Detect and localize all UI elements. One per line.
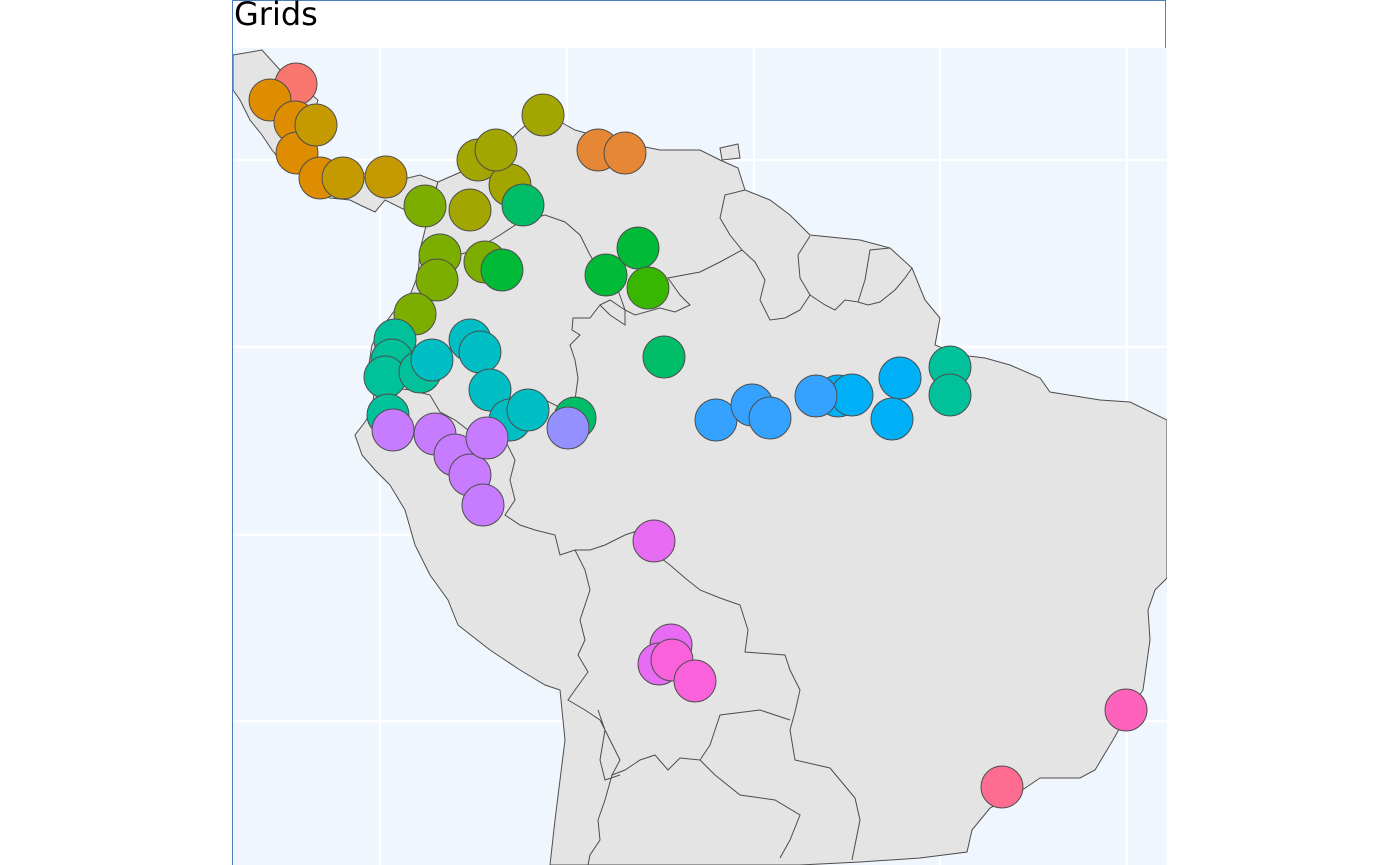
grid-cell-marker [584,253,628,297]
map-title: Grids [234,0,318,33]
grid-cluster-c04 [448,93,565,232]
grid-cell-marker [546,406,590,450]
grid-cell-marker [1104,688,1148,732]
grid-cell-marker [632,519,676,563]
island-trinidad [719,143,741,161]
grid-cell-marker [521,93,565,137]
grid-cell-marker [878,356,922,400]
grid-cell-marker [448,188,492,232]
grid-cell-marker [928,373,972,417]
grid-cluster-c05 [576,128,647,175]
grid-cell-marker [468,368,512,412]
grid-cell-marker [870,397,914,441]
grid-cell-marker [480,248,524,292]
grid-cluster-c17 [650,638,717,703]
grid-cluster-c03 [294,103,408,200]
grid-cell-marker [321,156,365,200]
grid-cell-marker [458,330,502,374]
grid-clusters [248,62,1148,809]
grid-cell-marker [626,266,670,310]
grid-cluster-c19 [980,765,1024,809]
grid-cell-marker [465,416,509,460]
grid-cluster-c07 [480,226,660,297]
grid-cluster-c14 [546,406,590,450]
grid-cell-marker [748,396,792,440]
grid-cell-marker [364,155,408,199]
grid-cell-marker [294,103,338,147]
grid-cell-marker [673,659,717,703]
grid-cell-marker [474,128,518,172]
grid-cluster-c15 [371,408,509,527]
grid-cell-marker [461,483,505,527]
grid-cluster-c13 [694,374,838,442]
grid-cluster-c18 [1104,688,1148,732]
grid-cell-marker [371,408,415,452]
grid-cell-marker [642,335,686,379]
grid-cell-marker [501,183,545,227]
map-canvas [233,48,1167,865]
landmass-south-america [354,114,1167,865]
grid-cell-marker [794,374,838,418]
grid-cell-marker [980,765,1024,809]
border-lines [387,189,913,865]
grid-cell-marker [506,388,550,432]
grid-cell-marker [603,131,647,175]
grid-cell-marker [403,184,447,228]
grid-cell-marker [415,258,459,302]
grid-cluster-c08 [626,266,670,310]
grid-cell-marker [410,338,454,382]
grid-cell-marker [616,226,660,270]
